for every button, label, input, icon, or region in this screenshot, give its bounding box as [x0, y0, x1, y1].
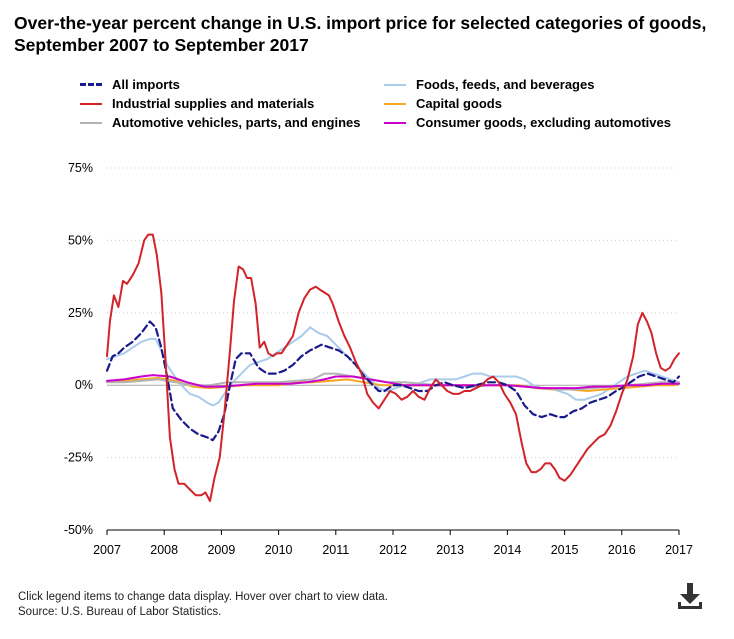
legend-swatch [80, 102, 102, 105]
footer-source: Source: U.S. Bureau of Labor Statistics. [18, 606, 222, 618]
series-line-all-imports[interactable] [105, 320, 681, 442]
series-line-foods-feeds-and-beverages[interactable] [106, 326, 680, 407]
x-tick-label: 2016 [608, 543, 636, 557]
legend-label: Industrial supplies and materials [112, 96, 315, 111]
legend-item-industrial-supplies[interactable]: Industrial supplies and materials [80, 96, 314, 111]
legend-item-automotive[interactable]: Automotive vehicles, parts, and engines [80, 115, 361, 130]
x-tick-label: 2008 [150, 543, 178, 557]
x-tick-label: 2017 [665, 543, 693, 557]
y-tick-label: 0% [75, 378, 93, 392]
legend-label: Automotive vehicles, parts, and engines [112, 115, 361, 130]
series-lines [105, 233, 681, 502]
x-tick-label: 2011 [322, 543, 349, 557]
y-tick-label: 25% [68, 306, 93, 320]
x-tick-label: 2012 [379, 543, 407, 557]
legend-label: All imports [112, 77, 180, 92]
legend-item-consumer-goods[interactable]: Consumer goods, excluding automotives [384, 115, 671, 130]
legend: All imports Industrial supplies and mate… [0, 0, 734, 140]
footer: Click legend items to change data displa… [18, 590, 388, 620]
x-tick-label: 2009 [207, 543, 235, 557]
footer-note: Click legend items to change data displa… [18, 591, 388, 603]
download-icon[interactable] [676, 581, 704, 611]
grid-lines [107, 167, 679, 531]
legend-item-all-imports[interactable]: All imports [80, 77, 180, 92]
x-tick-label: 2013 [436, 543, 464, 557]
line-chart[interactable]: -50% -25% 0% 25% 50% 75% 2007 2008 2009 2010 2011… [0, 0, 734, 580]
legend-label: Capital goods [416, 96, 502, 111]
legend-swatch [80, 121, 102, 124]
legend-item-foods[interactable]: Foods, feeds, and beverages [384, 77, 594, 92]
legend-swatch [384, 83, 406, 86]
y-tick-label: -25% [64, 451, 93, 465]
series-line-consumer-goods-excluding-automotives[interactable] [106, 374, 680, 390]
legend-label: Foods, feeds, and beverages [416, 77, 595, 92]
series-line-industrial-supplies-and-materials[interactable] [106, 233, 680, 502]
x-tick-label: 2015 [551, 543, 579, 557]
y-tick-label: 50% [68, 233, 93, 247]
x-axis: 2007 2008 2009 2010 2011 2012 2013 2014 2015 2016… [93, 529, 693, 557]
y-axis-tick-labels: -50% -25% 0% 25% 50% 75% [64, 161, 93, 537]
legend-label: Consumer goods, excluding automotives [416, 115, 671, 130]
legend-item-capital-goods[interactable]: Capital goods [384, 96, 502, 111]
x-tick-label: 2010 [265, 543, 293, 557]
y-tick-label: 75% [68, 161, 93, 175]
chart-title: Over-the-year percent change in U.S. imp… [14, 13, 707, 55]
x-tick-label: 2014 [493, 543, 521, 557]
legend-swatch [384, 102, 406, 105]
legend-swatch [80, 83, 102, 86]
y-tick-label: -50% [64, 523, 93, 537]
legend-swatch [384, 121, 406, 124]
x-tick-label: 2007 [93, 543, 121, 557]
